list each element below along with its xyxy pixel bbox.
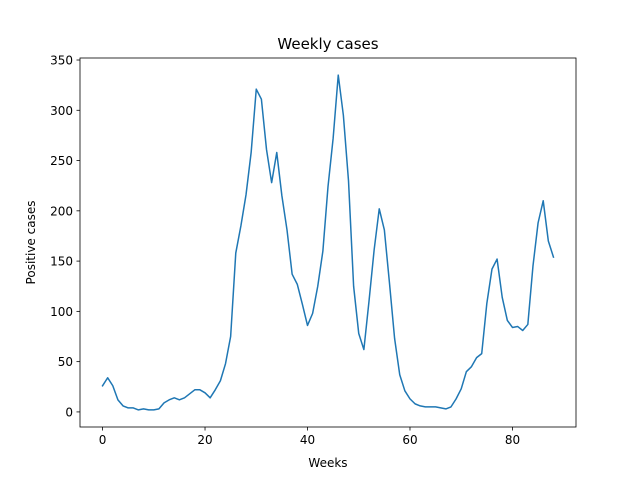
axis-ticks: 0 20 40 60 80 0 50 100 150 200 250 300 350 (50, 54, 520, 447)
y-tick-label: 0 (65, 405, 73, 419)
y-tick-label: 50 (58, 355, 73, 369)
axes-frame (79, 57, 577, 428)
y-tick-label: 150 (50, 255, 73, 269)
x-tick-label: 60 (402, 433, 417, 447)
y-tick-label: 200 (50, 204, 73, 218)
x-tick-label: 0 (99, 433, 107, 447)
x-tick-label: 80 (505, 433, 520, 447)
x-tick-label: 40 (300, 433, 315, 447)
x-axis-label: Weeks (308, 456, 347, 470)
y-tick-label: 350 (50, 54, 73, 68)
y-axis-label: Positive cases (24, 201, 38, 285)
chart-title: Weekly cases (277, 35, 378, 53)
y-tick-label: 250 (50, 154, 73, 168)
x-tick-label: 20 (197, 433, 212, 447)
y-tick-label: 300 (50, 104, 73, 118)
y-tick-label: 100 (50, 305, 73, 319)
series-line (101, 74, 555, 411)
